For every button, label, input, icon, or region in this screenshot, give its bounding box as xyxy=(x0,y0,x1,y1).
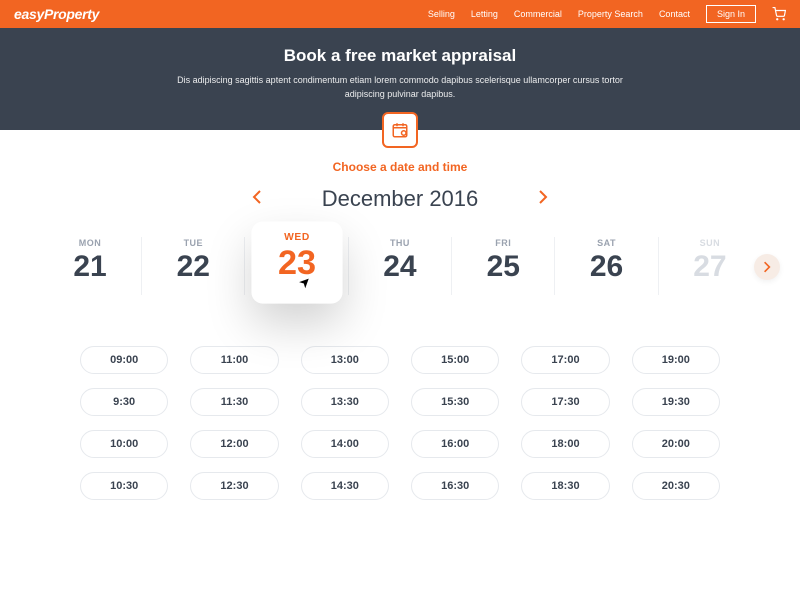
day-divider xyxy=(244,237,245,295)
day-divider xyxy=(451,237,452,295)
day-number: 24 xyxy=(360,250,440,284)
day-of-week-label: FRI xyxy=(463,238,543,248)
time-slot[interactable]: 18:00 xyxy=(521,430,609,458)
logo[interactable]: easyProperty xyxy=(14,6,99,22)
calendar-badge-icon xyxy=(382,112,418,148)
day-card[interactable]: THU 24 xyxy=(360,230,440,302)
day-number: 26 xyxy=(567,250,647,284)
day-number: 22 xyxy=(153,250,233,284)
hero-tagline: Dis adipiscing sagittis aptent condiment… xyxy=(170,74,630,101)
time-slot[interactable]: 17:30 xyxy=(521,388,609,416)
day-card[interactable]: MON 21 xyxy=(50,230,130,302)
day-card[interactable]: FRI 25 xyxy=(463,230,543,302)
time-slot[interactable]: 10:00 xyxy=(80,430,168,458)
time-slot[interactable]: 20:00 xyxy=(632,430,720,458)
time-slot[interactable]: 9:30 xyxy=(80,388,168,416)
sign-in-button[interactable]: Sign In xyxy=(706,5,756,23)
nav-letting[interactable]: Letting xyxy=(471,9,498,19)
nav-selling[interactable]: Selling xyxy=(428,9,455,19)
time-slot[interactable]: 13:30 xyxy=(301,388,389,416)
month-picker: December 2016 xyxy=(0,186,800,212)
time-slot[interactable]: 19:00 xyxy=(632,346,720,374)
day-divider xyxy=(348,237,349,295)
day-of-week-label: SUN xyxy=(670,238,750,248)
day-of-week-label: TUE xyxy=(153,238,233,248)
time-slot[interactable]: 15:30 xyxy=(411,388,499,416)
time-slot[interactable]: 17:00 xyxy=(521,346,609,374)
day-card: SUN 27 xyxy=(670,230,750,302)
time-slot[interactable]: 12:30 xyxy=(190,472,278,500)
day-of-week-label: SAT xyxy=(567,238,647,248)
top-nav-bar: easyProperty Selling Letting Commercial … xyxy=(0,0,800,28)
nav-links: Selling Letting Commercial Property Sear… xyxy=(428,5,786,23)
time-slot[interactable]: 18:30 xyxy=(521,472,609,500)
day-strip: MON21TUE22WED23➤THU24FRI25SAT26SUN27 xyxy=(0,230,800,302)
time-slot[interactable]: 12:00 xyxy=(190,430,278,458)
day-card[interactable]: SAT 26 xyxy=(567,230,647,302)
time-slot[interactable]: 13:00 xyxy=(301,346,389,374)
day-of-week-label: MON xyxy=(50,238,130,248)
month-label: December 2016 xyxy=(322,186,479,212)
time-slot[interactable]: 20:30 xyxy=(632,472,720,500)
day-divider xyxy=(658,237,659,295)
time-slot[interactable]: 11:00 xyxy=(190,346,278,374)
section-subtitle: Choose a date and time xyxy=(0,160,800,174)
day-number: 25 xyxy=(463,250,543,284)
time-slot[interactable]: 16:30 xyxy=(411,472,499,500)
time-slot[interactable]: 11:30 xyxy=(190,388,278,416)
nav-commercial[interactable]: Commercial xyxy=(514,9,562,19)
prev-month-button[interactable] xyxy=(252,190,262,209)
time-slot[interactable]: 16:00 xyxy=(411,430,499,458)
time-slot[interactable]: 09:00 xyxy=(80,346,168,374)
time-slot[interactable]: 19:30 xyxy=(632,388,720,416)
cart-icon[interactable] xyxy=(772,7,786,21)
day-of-week-label: WED xyxy=(251,231,342,242)
nav-property-search[interactable]: Property Search xyxy=(578,9,643,19)
time-slot-grid: 09:00 11:00 13:00 15:00 17:00 19:00 9:30 11:30 1… xyxy=(0,346,800,500)
day-card[interactable]: WED23➤ xyxy=(251,222,342,304)
next-month-button[interactable] xyxy=(538,190,548,209)
nav-contact[interactable]: Contact xyxy=(659,9,690,19)
day-number: 23 xyxy=(251,244,342,283)
day-divider xyxy=(141,237,142,295)
time-slot[interactable]: 15:00 xyxy=(411,346,499,374)
day-divider xyxy=(554,237,555,295)
time-slot[interactable]: 14:30 xyxy=(301,472,389,500)
time-slot[interactable]: 14:00 xyxy=(301,430,389,458)
hero-banner: Book a free market appraisal Dis adipisc… xyxy=(0,28,800,130)
hero-title: Book a free market appraisal xyxy=(0,46,800,66)
time-slot[interactable]: 10:30 xyxy=(80,472,168,500)
day-number: 27 xyxy=(670,250,750,284)
day-of-week-label: THU xyxy=(360,238,440,248)
day-number: 21 xyxy=(50,250,130,284)
day-card[interactable]: TUE 22 xyxy=(153,230,233,302)
next-days-button[interactable] xyxy=(754,254,780,280)
